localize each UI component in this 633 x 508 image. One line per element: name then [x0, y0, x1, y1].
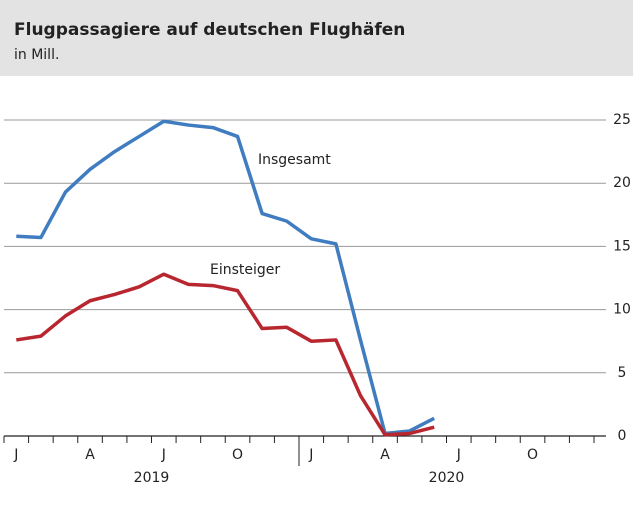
line-series — [16, 119, 436, 436]
x-tick-label: J — [13, 447, 18, 463]
chart-title: Flugpassagiere auf deutschen Flughäfen — [14, 20, 405, 40]
x-tick-label: J — [161, 447, 166, 463]
x-group-label: 2020 — [429, 470, 465, 486]
y-tick-label: 15 — [613, 238, 631, 254]
x-tick-label: O — [527, 447, 538, 463]
header-background — [0, 0, 633, 76]
x-group-label: 2019 — [134, 470, 170, 486]
line-series — [16, 272, 435, 437]
x-tick-label: O — [232, 447, 243, 463]
y-tick-label: 5 — [618, 365, 627, 381]
series-label: Insgesamt — [258, 152, 331, 168]
y-tick-label: 10 — [613, 302, 631, 318]
x-tick-label: A — [380, 447, 390, 463]
x-tick-label: J — [456, 447, 461, 463]
x-tick-label: J — [308, 447, 313, 463]
y-tick-label: 0 — [618, 428, 627, 444]
y-tick-label: 20 — [613, 175, 631, 191]
y-tick-label: 25 — [613, 112, 631, 128]
chart-subtitle: in Mill. — [14, 47, 59, 63]
series-label: Einsteiger — [210, 262, 280, 278]
x-tick-label: A — [85, 447, 95, 463]
